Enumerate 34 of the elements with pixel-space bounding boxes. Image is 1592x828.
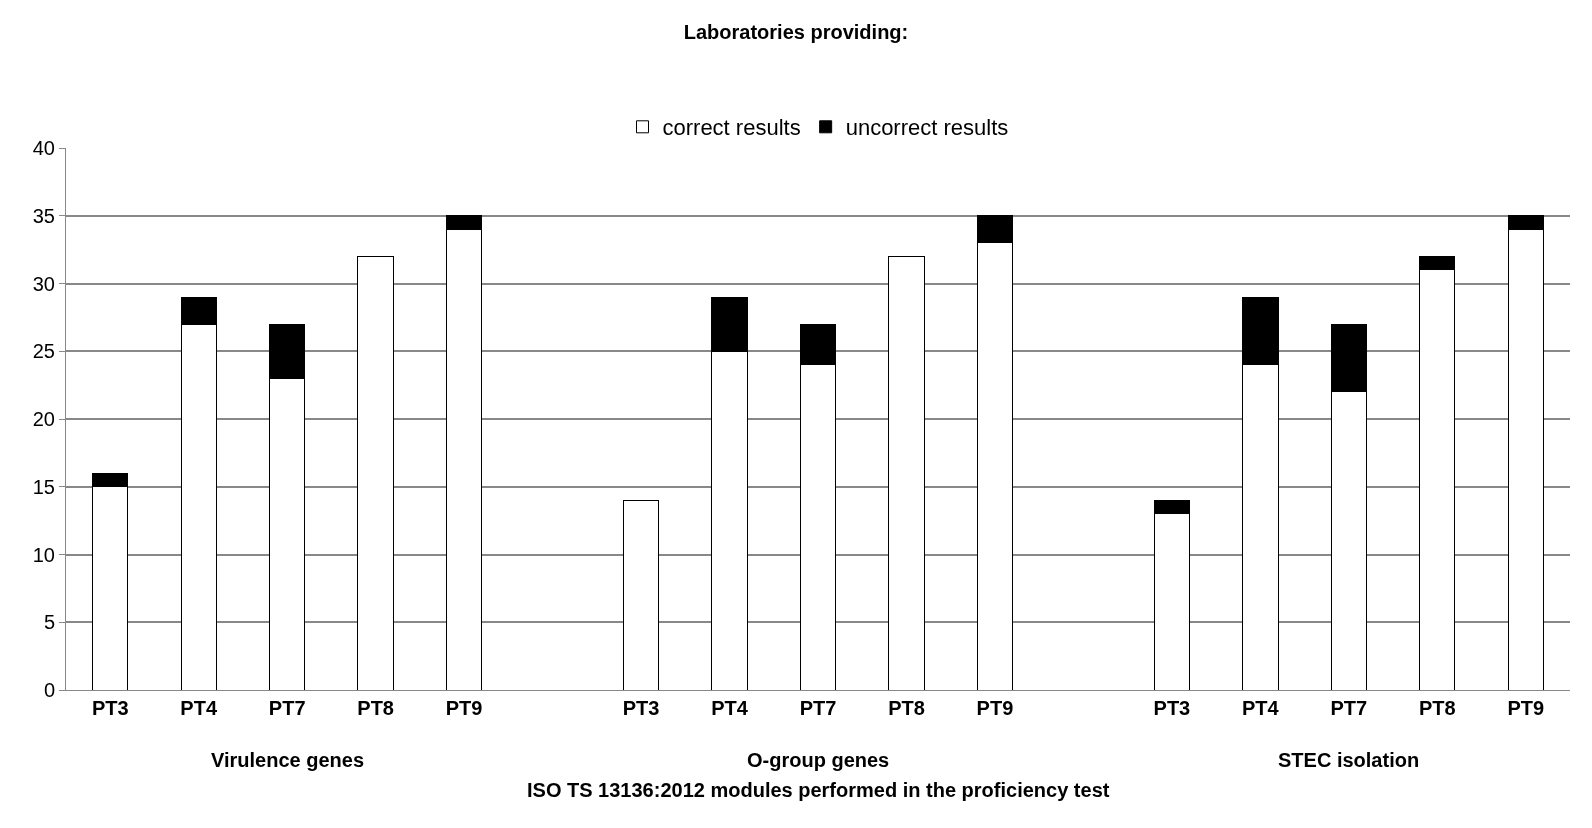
x-tick-label: PT3 xyxy=(91,697,129,719)
y-tick-label: 10 xyxy=(32,543,55,566)
y-tick-label: 35 xyxy=(32,204,55,227)
x-tick-label: PT8 xyxy=(1418,697,1456,719)
bar xyxy=(357,255,394,690)
y-tick-label: 20 xyxy=(32,408,55,430)
y-tick-label: 30 xyxy=(32,272,55,295)
text: Virulence genes xyxy=(211,749,365,771)
text: O-group genes xyxy=(747,749,890,771)
x-tick-label: PT7 xyxy=(799,697,837,719)
y-tick-label: 5 xyxy=(43,611,55,634)
x-tick-label: PT4 xyxy=(180,697,218,719)
x-tick-label: PT8 xyxy=(357,697,394,719)
legend-label: uncorrect results xyxy=(845,115,1009,141)
y-tick-label: 15 xyxy=(32,475,55,498)
x-tick-label: PT9 xyxy=(976,697,1014,719)
y-tick-label: 25 xyxy=(32,340,55,363)
x-tick-label: PT9 xyxy=(445,697,483,719)
legend-label: correct results xyxy=(662,115,801,141)
bar xyxy=(888,255,925,690)
chart-title: Laboratories providing: xyxy=(683,20,909,43)
y-tick-label: 40 xyxy=(32,137,55,159)
x-tick-label: PT3 xyxy=(1153,697,1191,719)
x-tick-label: PT7 xyxy=(268,697,306,719)
x-tick-label: PT4 xyxy=(711,697,749,719)
x-axis-title: ISO TS 13136:2012 modules performed in the proficiency test xyxy=(527,779,1110,801)
y-tick-label: 0 xyxy=(43,679,55,701)
bar xyxy=(622,499,660,690)
x-tick-label: PT7 xyxy=(1330,697,1368,719)
x-tick-label: PT4 xyxy=(1242,697,1280,719)
x-tick-label: PT8 xyxy=(888,697,925,719)
x-tick-label: PT9 xyxy=(1507,697,1545,719)
x-tick-label: PT3 xyxy=(622,697,660,719)
text: STEC isolation xyxy=(1278,749,1420,771)
